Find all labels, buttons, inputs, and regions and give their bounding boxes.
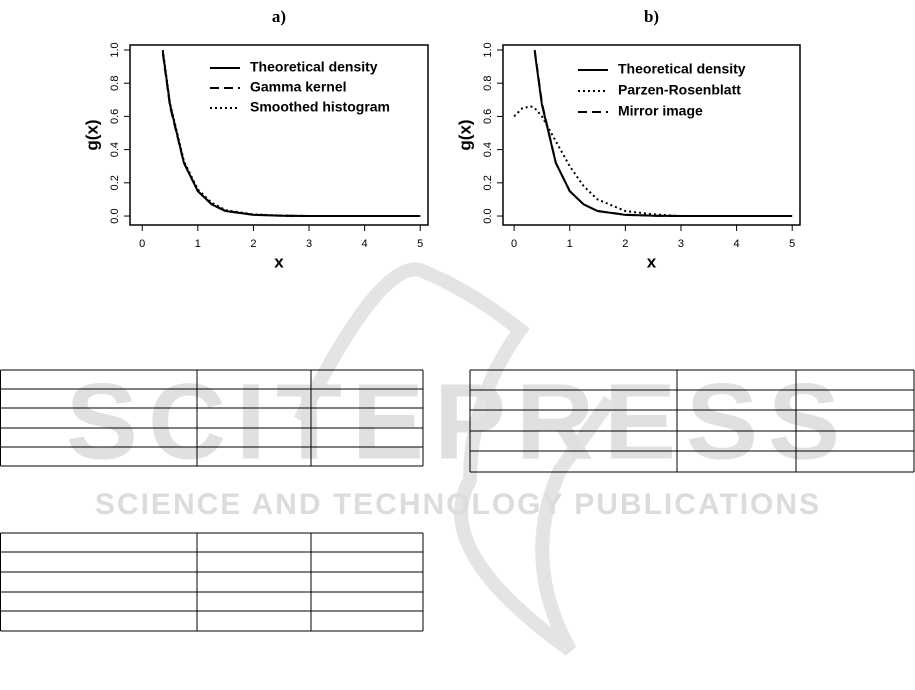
table [0, 369, 424, 467]
y-tick-label: 0.2 [482, 175, 494, 190]
legend-label: Smoothed histogram [250, 99, 390, 115]
y-tick-label: 0.0 [109, 208, 121, 223]
plot-frame [129, 44, 429, 226]
chart: a) 0 1 2 3 4 5 0.0 0.2 0.4 0.6 0.8 1.0 x g(x) Theoretic… [82, 7, 429, 271]
x-tick-label: 0 [139, 238, 145, 250]
x-tick-label: 3 [678, 238, 684, 250]
legend-label: Theoretical density [618, 61, 746, 77]
table [0, 532, 424, 632]
y-tick-label: 1.0 [109, 42, 121, 57]
legend-label: Theoretical density [250, 59, 378, 75]
x-tick-label: 1 [567, 238, 573, 250]
x-tick-label: 5 [417, 238, 423, 250]
y-tick-label: 0.6 [482, 109, 494, 124]
y-tick-label: 0.4 [482, 142, 494, 157]
chart-title: a) [272, 7, 286, 26]
x-axis-label: x [274, 252, 284, 271]
y-axis-label: g(x) [455, 119, 474, 150]
series-line [161, 53, 421, 218]
series-line [533, 49, 793, 218]
y-tick-label: 1.0 [482, 42, 494, 57]
y-tick-label: 0.4 [109, 142, 121, 157]
watermark-shape [293, 262, 616, 656]
x-tick-label: 4 [734, 238, 740, 250]
table [469, 369, 915, 473]
legend-label: Gamma kernel [250, 79, 347, 95]
series-line [161, 51, 421, 218]
watermark-title: SCITEPRESS [66, 361, 850, 482]
x-tick-label: 4 [362, 238, 368, 250]
y-tick-label: 0.2 [109, 175, 121, 190]
chart: b) 0 1 2 3 4 5 0.0 0.2 0.4 0.6 0.8 1.0 x g(x) Theoretic… [455, 7, 801, 271]
x-tick-label: 5 [789, 238, 795, 250]
chart-title: b) [644, 7, 659, 26]
x-tick-label: 0 [511, 238, 517, 250]
y-tick-label: 0.6 [109, 109, 121, 124]
y-axis-label: g(x) [82, 119, 101, 150]
x-axis-label: x [647, 252, 657, 271]
legend-label: Parzen-Rosenblatt [618, 82, 741, 98]
x-tick-label: 1 [195, 238, 201, 250]
series-line [513, 105, 793, 218]
y-tick-label: 0.8 [482, 76, 494, 91]
y-tick-label: 0.8 [109, 76, 121, 91]
x-tick-label: 2 [622, 238, 628, 250]
x-tick-label: 2 [250, 238, 256, 250]
legend-label: Mirror image [618, 103, 703, 119]
series-line [161, 49, 421, 218]
y-tick-label: 0.0 [482, 208, 494, 223]
watermark-subtitle: SCIENCE AND TECHNOLOGY PUBLICATIONS [95, 488, 821, 521]
x-tick-label: 3 [306, 238, 312, 250]
watermark: SCITEPRESS SCIENCE AND TECHNOLOGY PUBLIC… [66, 262, 850, 656]
plot-frame [502, 44, 801, 226]
